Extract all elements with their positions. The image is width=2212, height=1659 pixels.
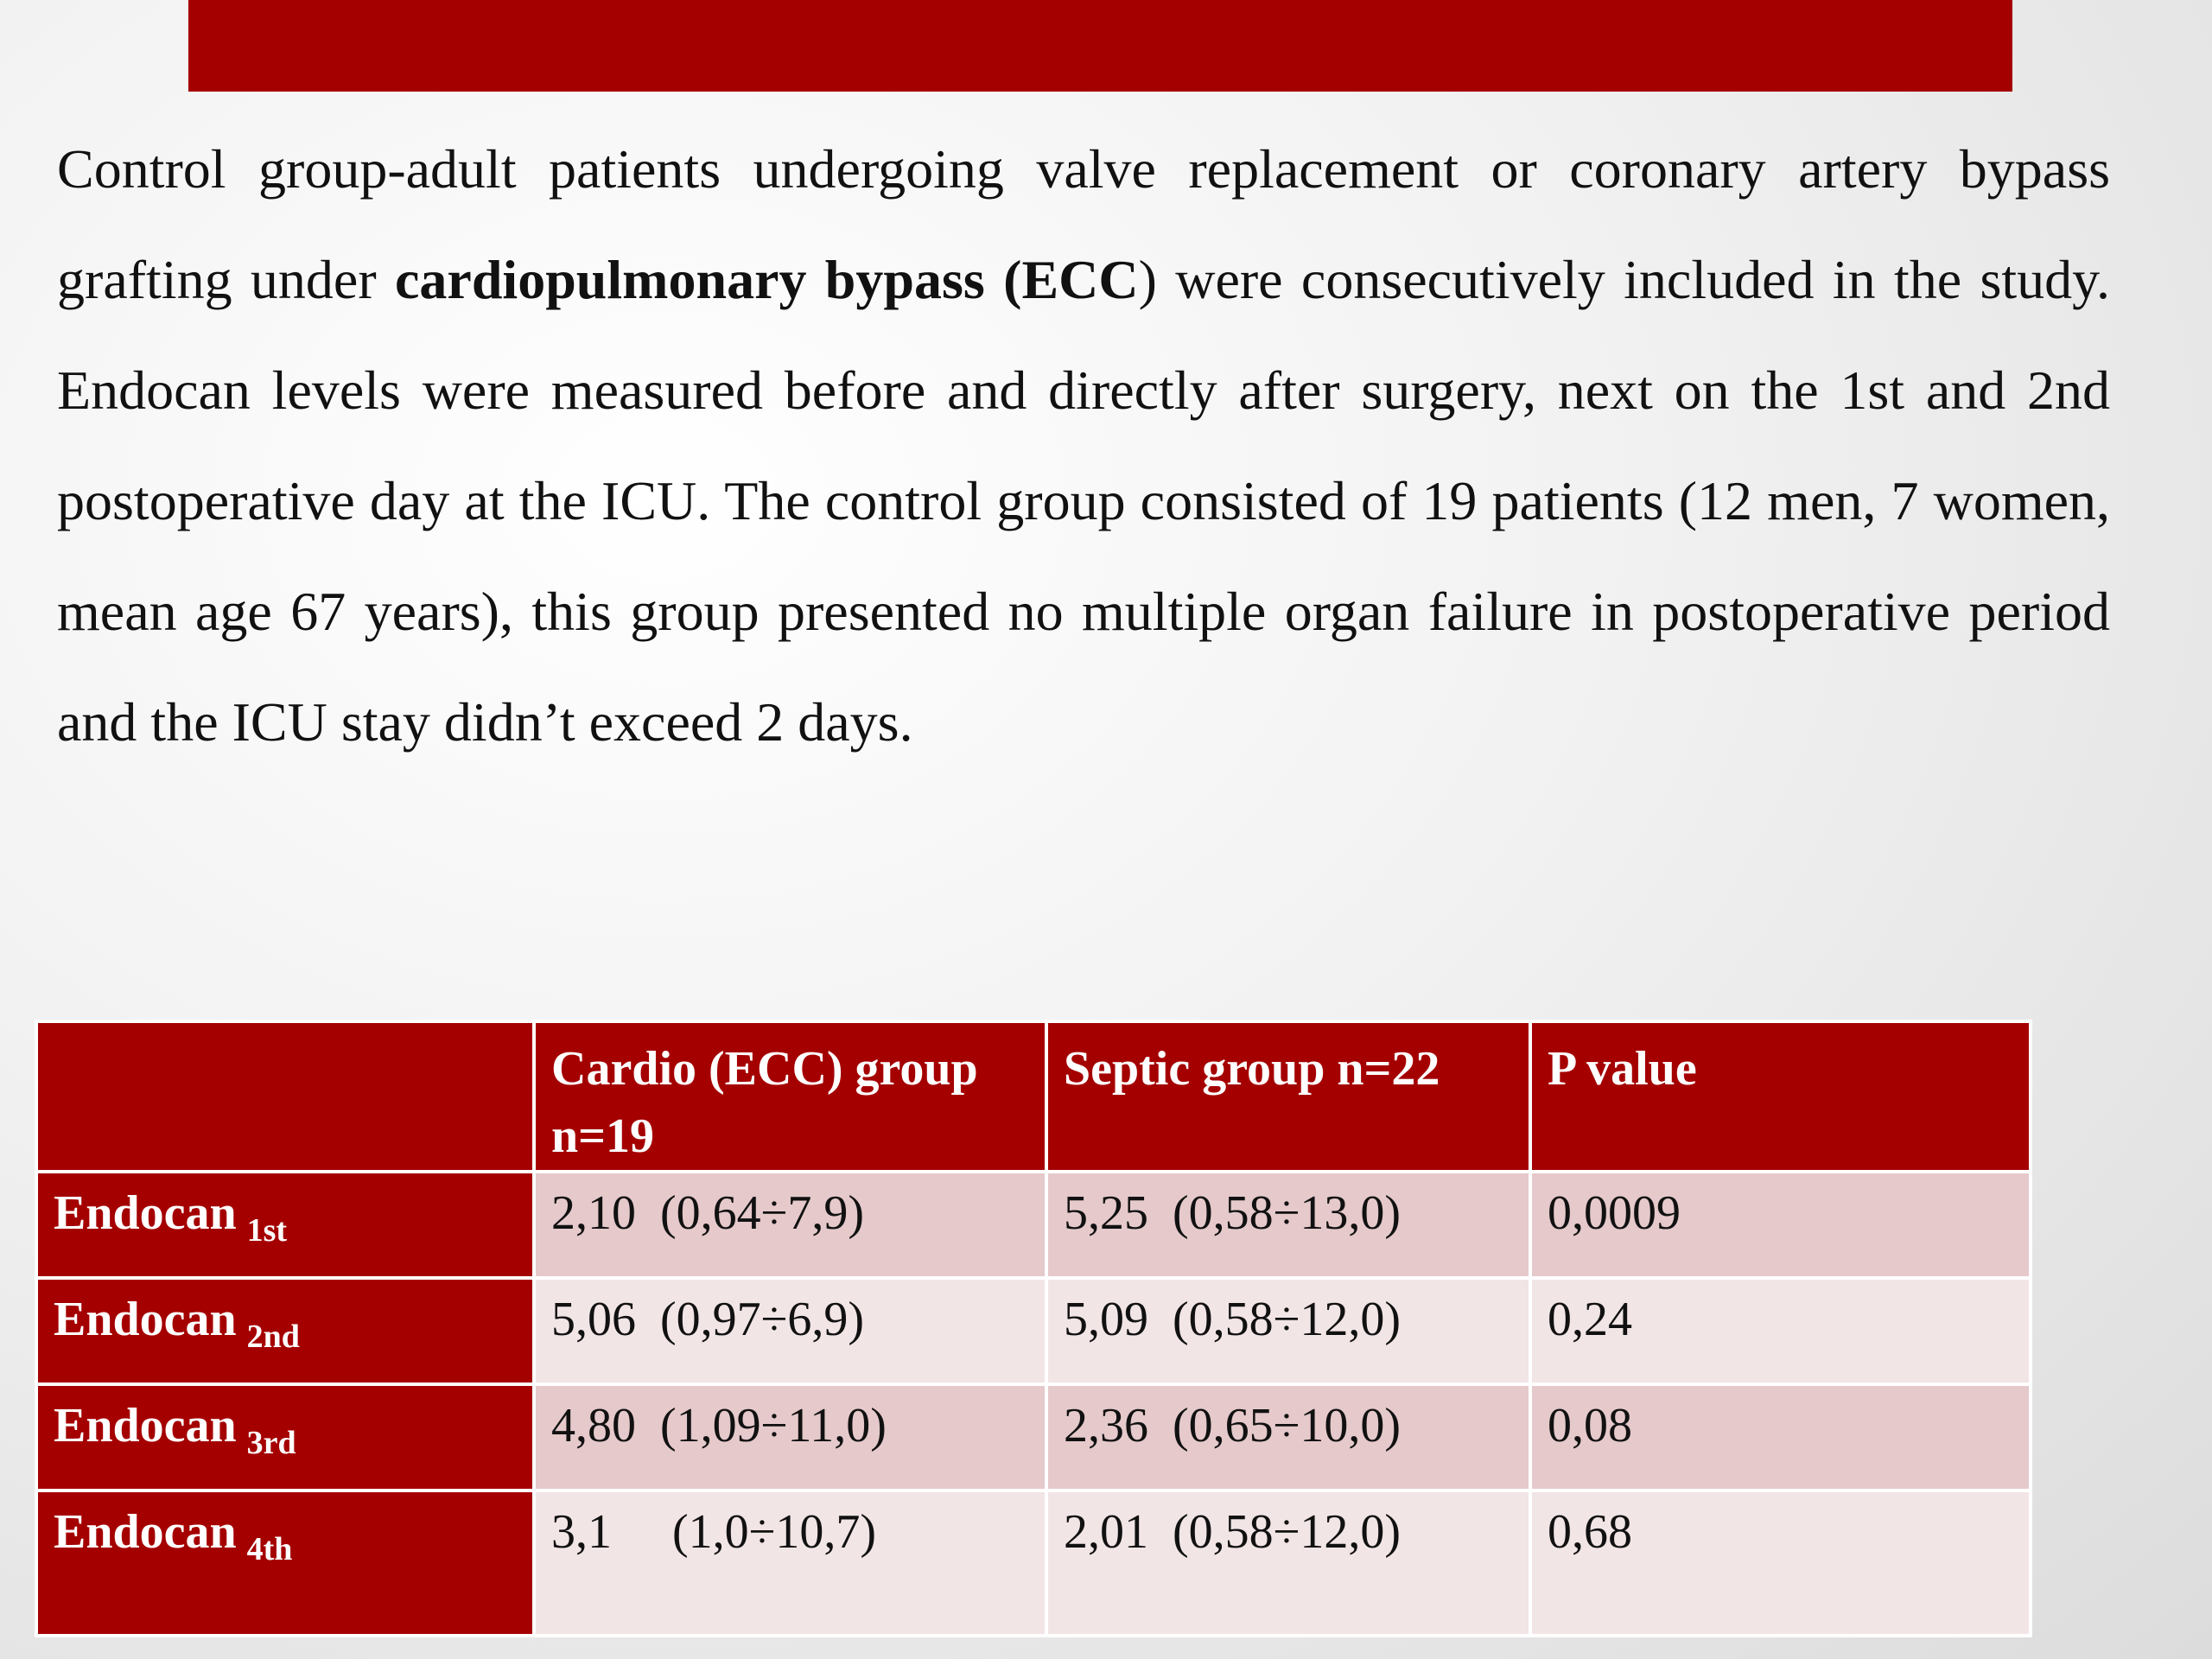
paragraph-bold-text: cardiopulmonary bypass (ECC: [395, 249, 1139, 310]
septic-value: 5,09: [1064, 1293, 1148, 1346]
septic-cell: 2,36 (0,65÷10,0): [1045, 1382, 1532, 1492]
cardio-range: (1,09÷11,0): [660, 1399, 887, 1452]
cardio-cell: 3,1 (1,0÷10,7): [532, 1489, 1048, 1637]
row-label-subscript: 2nd: [246, 1319, 300, 1355]
row-label: Endocan 2nd: [35, 1276, 536, 1386]
septic-range: (0,58÷12,0): [1173, 1293, 1402, 1346]
endocan-table: Cardio (ECC) group n=19 Septic group n=2…: [35, 1020, 2032, 1637]
cardio-cell: 2,10 (0,64÷7,9): [532, 1170, 1048, 1280]
paragraph-text-1: Control group-adult patients undergoing …: [57, 138, 2110, 310]
row-label-subscript: 1st: [246, 1212, 288, 1249]
header-septic-group: Septic group n=22: [1045, 1020, 1532, 1173]
cardio-range: (0,64÷7,9): [660, 1186, 865, 1240]
row-label-text: Endocan: [54, 1399, 237, 1452]
header-empty-cell: [35, 1020, 536, 1173]
septic-cell: 2,01 (0,58÷12,0): [1045, 1489, 1532, 1637]
septic-cell: 5,09 (0,58÷12,0): [1045, 1276, 1532, 1386]
septic-value: 2,01: [1064, 1505, 1148, 1559]
row-label-text: Endocan: [54, 1293, 237, 1346]
cardio-value: 3,1: [551, 1505, 612, 1559]
row-label: Endocan 3rd: [35, 1382, 536, 1492]
row-label: Endocan 4th: [35, 1489, 536, 1637]
p-value-cell: 0,24: [1529, 1276, 2032, 1386]
septic-range: (0,65÷10,0): [1173, 1399, 1402, 1452]
septic-value: 2,36: [1064, 1399, 1148, 1452]
cardio-range: (0,97÷6,9): [660, 1293, 865, 1346]
row-label-subscript: 3rd: [246, 1425, 296, 1461]
septic-range: (0,58÷13,0): [1173, 1186, 1402, 1240]
cardio-range: (1,0÷10,7): [672, 1505, 877, 1559]
cardio-cell: 5,06 (0,97÷6,9): [532, 1276, 1048, 1386]
septic-value: 5,25: [1064, 1186, 1148, 1240]
row-label: Endocan 1st: [35, 1170, 536, 1280]
septic-cell: 5,25 (0,58÷13,0): [1045, 1170, 1532, 1280]
row-label-text: Endocan: [54, 1186, 237, 1240]
row-label-subscript: 4th: [246, 1531, 293, 1567]
septic-range: (0,58÷12,0): [1173, 1505, 1402, 1559]
body-paragraph: Control group-adult patients undergoing …: [57, 114, 2110, 778]
header-cardio-group: Cardio (ECC) group n=19: [532, 1020, 1048, 1173]
cardio-cell: 4,80 (1,09÷11,0): [532, 1382, 1048, 1492]
title-bar: [188, 0, 2012, 92]
cardio-value: 2,10: [551, 1186, 636, 1240]
cardio-value: 5,06: [551, 1293, 636, 1346]
table-header-row: Cardio (ECC) group n=19 Septic group n=2…: [35, 1020, 2032, 1173]
table-row: Endocan 3rd 4,80 (1,09÷11,0) 2,36 (0,65÷1…: [35, 1382, 2032, 1492]
table-row: Endocan 1st 2,10 (0,64÷7,9) 5,25 (0,58÷13…: [35, 1170, 2032, 1280]
table-row: Endocan 4th 3,1 (1,0÷10,7) 2,01 (0,58÷12,…: [35, 1489, 2032, 1637]
header-p-value: P value: [1529, 1020, 2032, 1173]
cardio-value: 4,80: [551, 1399, 636, 1452]
table-row: Endocan 2nd 5,06 (0,97÷6,9) 5,09 (0,58÷12…: [35, 1276, 2032, 1386]
paragraph-text-2: ) were consecutively included in the stu…: [57, 249, 2111, 753]
p-value-cell: 0,68: [1529, 1489, 2032, 1637]
p-value-cell: 0,0009: [1529, 1170, 2032, 1280]
row-label-text: Endocan: [54, 1505, 237, 1559]
p-value-cell: 0,08: [1529, 1382, 2032, 1492]
